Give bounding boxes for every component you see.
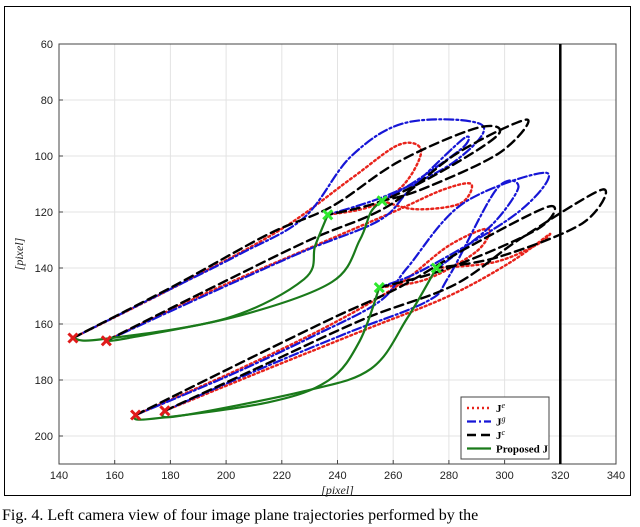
- trajectory-proposed: [161, 266, 438, 419]
- x-tick-label: 180: [161, 470, 179, 482]
- y-tick-label: 200: [35, 431, 53, 443]
- y-tick-label: 140: [35, 263, 53, 275]
- goal-marker: [373, 282, 385, 294]
- goal-marker: [430, 262, 442, 274]
- trajectory-markers: [67, 195, 442, 421]
- trajectory-proposed: [71, 213, 329, 342]
- trajectory-proposed: [105, 199, 384, 342]
- x-axis-label: [pixel]: [321, 483, 354, 497]
- x-tick-label: 300: [495, 470, 513, 482]
- axis-ticks: 140 160 180 200 220 240 260 280 300 320 340 60 80 100…: [35, 39, 626, 482]
- y-tick-label: 160: [35, 319, 53, 331]
- y-axis-label: [pixel]: [12, 237, 26, 270]
- legend-label-Jg: Jg: [496, 415, 506, 429]
- trajectory-Jg: [134, 171, 550, 417]
- goal-marker-stroke: [376, 195, 388, 207]
- start-marker: [130, 409, 142, 421]
- start-marker: [100, 335, 112, 347]
- goal-marker-stroke: [430, 262, 442, 274]
- figure-caption: Fig. 4. Left camera view of four image p…: [2, 507, 479, 524]
- trajectory-Je: [134, 227, 491, 417]
- trajectory-proposed: [133, 286, 381, 421]
- figure-frame: 140 160 180 200 220 240 260 280 300 320 340 60 80 100…: [4, 6, 631, 497]
- trajectory-series: [71, 118, 608, 421]
- x-tick-label: 260: [384, 470, 402, 482]
- x-tick-label: 160: [106, 470, 124, 482]
- start-marker: [67, 332, 79, 344]
- start-marker-stroke: [67, 332, 79, 344]
- y-tick-label: 80: [41, 95, 53, 107]
- trajectory-Jc: [71, 124, 502, 340]
- goal-marker-stroke: [373, 282, 385, 294]
- start-marker: [159, 405, 171, 417]
- series-Jc: [71, 118, 608, 417]
- x-tick-label: 280: [440, 470, 458, 482]
- y-tick-label: 180: [35, 375, 53, 387]
- legend-label-Je: Je: [496, 401, 506, 415]
- x-tick-label: 140: [50, 470, 68, 482]
- trajectory-Jc: [163, 188, 608, 412]
- legend-label-proposed: Proposed J: [496, 444, 549, 456]
- series-proposed: [71, 199, 438, 421]
- series-Je: [71, 141, 552, 417]
- trajectory-Jg: [71, 118, 486, 340]
- legend-superscript: e: [502, 401, 506, 410]
- y-tick-label: 100: [35, 151, 53, 163]
- start-marker-stroke: [159, 405, 171, 417]
- y-tick-label: 60: [41, 39, 53, 51]
- legend-label-Jc: Jc: [496, 428, 506, 442]
- x-tick-label: 340: [607, 470, 625, 482]
- x-tick-label: 200: [217, 470, 235, 482]
- x-tick-label: 320: [551, 470, 569, 482]
- legend-superscript: c: [502, 428, 506, 437]
- x-tick-label: 240: [328, 470, 346, 482]
- trajectory-Je: [105, 182, 474, 342]
- x-tick-label: 220: [273, 470, 291, 482]
- y-tick-label: 120: [35, 207, 53, 219]
- goal-marker: [322, 209, 334, 221]
- goal-marker-stroke: [322, 209, 334, 221]
- trajectory-Jc: [105, 118, 530, 342]
- start-marker-stroke: [130, 409, 142, 421]
- goal-marker: [376, 195, 388, 207]
- trajectory-Jg: [163, 179, 520, 412]
- legend-superscript: g: [502, 415, 506, 424]
- trajectory-chart: 140 160 180 200 220 240 260 280 300 320 340 60 80 100…: [12, 39, 626, 497]
- trajectory-Jc: [134, 204, 557, 417]
- start-marker-stroke: [100, 335, 112, 347]
- trajectory-Je: [163, 232, 552, 412]
